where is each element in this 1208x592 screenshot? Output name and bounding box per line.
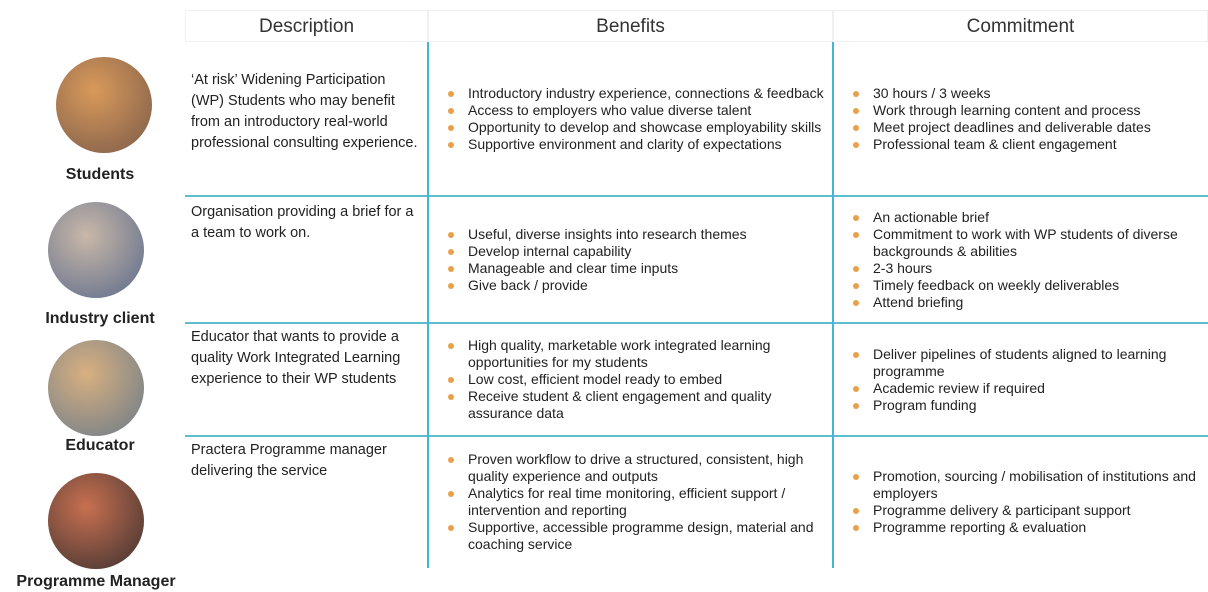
- commitmen-item: Academic review if required: [853, 380, 1200, 397]
- commitment-cell: Deliver pipelines of students aligned to…: [835, 323, 1208, 436]
- commitmen-item: Timely feedback on weekly deliverables: [853, 277, 1200, 294]
- benefit-item: Supportive, accessible programme design,…: [448, 519, 825, 553]
- row-divider: [185, 435, 1208, 437]
- column-divider: [832, 42, 834, 568]
- row-divider: [185, 322, 1208, 324]
- commitmen-item: 2-3 hours: [853, 260, 1200, 277]
- benefit-item: Low cost, efficient model ready to embed: [448, 371, 825, 388]
- column-header: Benefits: [428, 10, 833, 42]
- role-label: Students: [65, 166, 135, 183]
- role-label: Educator: [65, 437, 135, 454]
- commitment-cell: An actionable brief Commitment to work wi…: [835, 196, 1208, 323]
- column-header: Description: [185, 10, 428, 42]
- description: Practera Programme manager delivering th…: [191, 442, 387, 479]
- commitmen-item: Commitment to work with WP students of d…: [853, 226, 1200, 260]
- commitment-list: An actionable brief Commitment to work wi…: [843, 209, 1200, 311]
- benefit-item: Analytics for real time monitoring, effi…: [448, 485, 825, 519]
- commitmen-item: Promotion, sourcing / mobilisation of in…: [853, 468, 1200, 502]
- benefits-cell: Proven workflow to drive a structured, c…: [430, 436, 833, 568]
- commitmen-item: 30 hours / 3 weeks: [853, 85, 1200, 102]
- description: Organisation providing a brief for a a t…: [191, 204, 414, 241]
- commitmen-item: Meet project deadlines and deliverable d…: [853, 119, 1200, 136]
- benefit-item: Access to employers who value diverse ta…: [448, 102, 825, 119]
- benefits-list: Useful, diverse insights into research t…: [438, 226, 825, 294]
- commitmen-item: Professional team & client engagement: [853, 136, 1200, 153]
- benefit-item: Opportunity to develop and showcase empl…: [448, 119, 825, 136]
- row-divider: [185, 195, 1208, 197]
- commitmen-item: Programme delivery & participant support: [853, 502, 1200, 519]
- benefit-item: Introductory industry experience, connec…: [448, 85, 824, 101]
- commitmen-item: Work through learning content and proces…: [853, 102, 1200, 119]
- role-label: Programme Manager: [16, 573, 176, 590]
- benefits-list: High quality, marketable work integrated…: [438, 337, 825, 422]
- benefit-item: High quality, marketable work integrated…: [448, 337, 825, 371]
- benefit-item: Manageable and clear time inputs: [448, 260, 825, 277]
- column-header: Commitment: [833, 10, 1208, 42]
- benefits-cell: Introductory industry experience, connec…: [430, 42, 833, 196]
- benefits-list: Proven workflow to drive a structured, c…: [438, 451, 825, 553]
- photo: [56, 57, 152, 153]
- commitment-cell: Promotion, sourcing / mobilisation of in…: [835, 436, 1208, 568]
- photo: [48, 473, 144, 569]
- commitmen-item: An actionable brief: [853, 209, 1200, 226]
- commitment-list: 30 hours / 3 weeks Work through learning …: [843, 85, 1200, 153]
- role-label: Industry client: [45, 310, 155, 327]
- photo: [48, 202, 144, 298]
- commitmen-item: Attend briefing: [853, 294, 1200, 311]
- commitment-cell: 30 hours / 3 weeks Work through learning …: [835, 42, 1208, 196]
- photo: [48, 340, 144, 436]
- benefit-item: Supportive environment and clarity of ex…: [448, 136, 825, 153]
- benefit-item: Develop internal capability: [448, 243, 825, 260]
- commitmen-item: Program funding: [853, 397, 1200, 414]
- commitment-list: Deliver pipelines of students aligned to…: [843, 346, 1200, 414]
- benefit-item: Receive student & client engagement and …: [448, 388, 825, 422]
- commitmen-item: Programme reporting & evaluation: [853, 519, 1200, 536]
- benefit-item: Proven workflow to drive a structured, c…: [448, 451, 825, 485]
- description: ‘At risk’ Widening Participation (WP) St…: [191, 72, 418, 151]
- commitmen-item: Deliver pipelines of students aligned to…: [853, 346, 1200, 380]
- benefits-cell: High quality, marketable work integrated…: [430, 323, 833, 436]
- benefit-item: Give back / provide: [448, 277, 825, 294]
- benefit-item: Useful, diverse insights into research t…: [448, 226, 825, 243]
- description: Educator that wants to provide a quality…: [191, 329, 401, 387]
- benefits-list: Introductory industry experience, connec…: [438, 85, 825, 153]
- commitment-list: Promotion, sourcing / mobilisation of in…: [843, 468, 1200, 536]
- column-divider: [427, 42, 429, 568]
- benefits-cell: Useful, diverse insights into research t…: [430, 196, 833, 323]
